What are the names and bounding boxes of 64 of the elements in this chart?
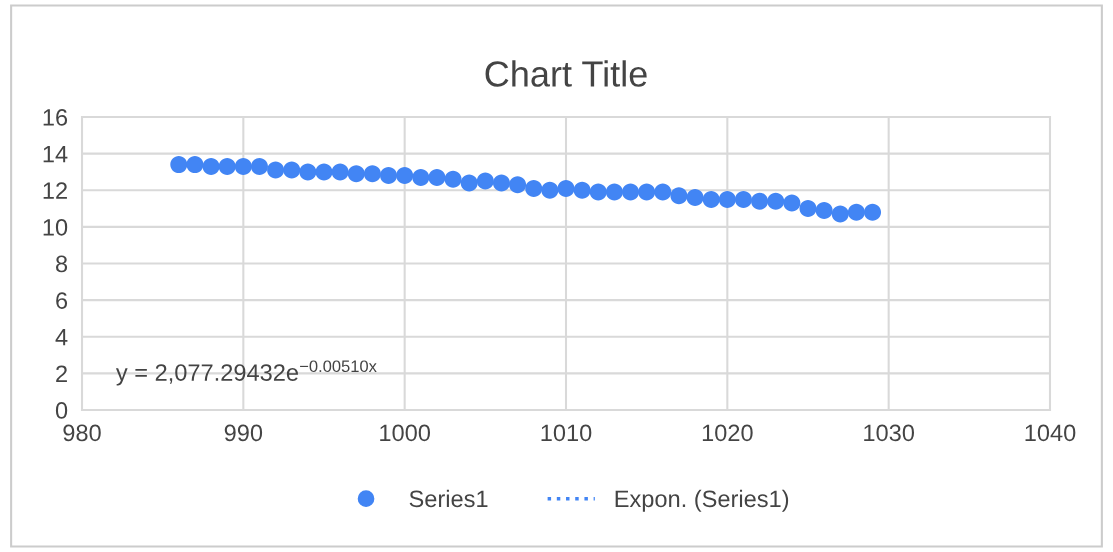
point <box>767 192 785 210</box>
chart-title: Chart Title <box>485 60 647 87</box>
x-tick-label: 1030 <box>864 424 915 442</box>
point <box>654 183 672 201</box>
point <box>847 203 865 221</box>
point <box>509 176 527 194</box>
point <box>831 205 849 223</box>
y-tick-label: 6 <box>56 292 68 309</box>
point <box>783 194 801 212</box>
point <box>283 161 301 179</box>
y-tick-label: 8 <box>56 255 68 273</box>
point <box>460 174 478 192</box>
point <box>299 163 317 181</box>
point <box>670 187 688 205</box>
point <box>589 183 607 201</box>
point <box>525 179 543 197</box>
y-tick-label: 0 <box>55 402 68 419</box>
y-tick-label: 2 <box>56 365 67 382</box>
point <box>170 156 188 174</box>
point <box>202 157 220 175</box>
point <box>267 161 285 179</box>
point <box>476 172 494 190</box>
point <box>315 163 333 181</box>
point <box>444 170 462 188</box>
point <box>702 190 720 208</box>
point <box>799 200 817 218</box>
x-tick-label: 1010 <box>541 424 592 442</box>
point <box>396 167 414 185</box>
point <box>686 189 704 207</box>
y-tick-label: 14 <box>43 145 68 163</box>
point <box>751 192 769 210</box>
point <box>218 157 236 175</box>
x-tick-label: 980 <box>63 424 101 442</box>
point <box>412 168 430 186</box>
point <box>718 190 736 208</box>
point <box>492 174 510 192</box>
point <box>331 163 349 181</box>
point <box>638 183 656 201</box>
point <box>380 167 398 185</box>
point <box>605 183 623 201</box>
point <box>734 190 752 208</box>
point <box>428 168 446 186</box>
point <box>363 165 381 183</box>
point <box>557 179 575 197</box>
x-tick-label: 990 <box>224 424 263 442</box>
y-tick-label: 4 <box>55 329 68 346</box>
y-tick-label: 16 <box>43 109 68 126</box>
annotation: y = 2,077.29432e$^{−0.00510x}$ <box>115 360 377 386</box>
point <box>250 157 268 175</box>
x-tick-label: 1020 <box>702 424 753 442</box>
point <box>347 165 365 183</box>
point <box>234 157 252 175</box>
point <box>815 201 833 219</box>
y-tick-label: 10 <box>43 218 68 236</box>
x-tick-label: 1000 <box>380 424 431 442</box>
point <box>573 181 591 199</box>
point <box>864 203 882 221</box>
point <box>541 181 559 199</box>
point <box>622 183 640 201</box>
y-tick-label: 12 <box>43 182 67 199</box>
legend-label: Expon. (Series1) <box>615 489 789 512</box>
x-tick-label: 1040 <box>1025 424 1076 442</box>
point <box>186 156 204 174</box>
legend-label: Series1 <box>409 489 488 508</box>
